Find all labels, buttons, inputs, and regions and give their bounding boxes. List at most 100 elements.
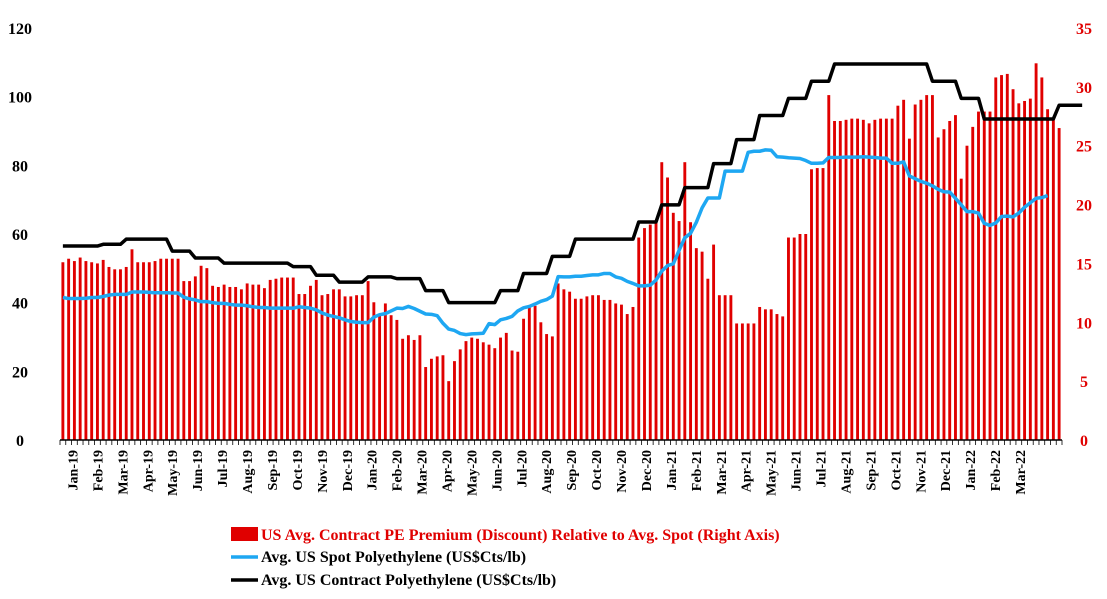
x-tick-label: Aug-20 [540, 450, 555, 494]
premium-bar [573, 298, 577, 440]
right-axis-ticks: 0 5 10 15 20 25 30 35 [1076, 21, 1092, 450]
x-tick-label: Jun-19 [191, 450, 206, 491]
premium-bar [360, 295, 364, 440]
right-tick-label: 10 [1076, 315, 1092, 332]
x-tick-label: Jan-20 [366, 450, 381, 490]
premium-bar [648, 224, 652, 440]
premium-bar [873, 119, 877, 440]
left-tick-label: 120 [8, 21, 32, 38]
x-tick-label: Feb-22 [989, 450, 1004, 491]
premium-bar [61, 262, 65, 440]
premium-bar [464, 341, 468, 440]
premium-bar [406, 335, 410, 440]
left-axis-ticks: 0 20 40 60 80 100 120 [8, 21, 32, 450]
premium-bar [856, 118, 860, 440]
x-tick-label: Mar-19 [116, 450, 131, 495]
premium-bar [343, 296, 347, 440]
premium-bar [539, 322, 543, 440]
x-tick-label: May-20 [465, 450, 480, 496]
premium-bar [533, 305, 537, 440]
premium-bar [844, 119, 848, 440]
premium-bar [188, 281, 192, 440]
x-tick-label: Jun-20 [490, 450, 505, 491]
premium-bar [1000, 75, 1003, 440]
premium-bar [919, 99, 923, 440]
premium-bar [476, 338, 479, 440]
x-tick-label: Nov-19 [316, 450, 331, 493]
x-tick-label: May-21 [765, 450, 780, 496]
premium-bar [827, 95, 831, 440]
premium-bar [694, 248, 698, 440]
legend-label-premium: US Avg. Contract PE Premium (Discount) R… [261, 527, 780, 544]
premium-bar [101, 259, 105, 440]
x-tick-label: Jul-20 [515, 450, 530, 487]
premium-bar [959, 178, 963, 441]
x-tick-label: Sep-21 [864, 450, 879, 490]
premium-bar [608, 299, 612, 440]
x-tick-label: Jan-22 [964, 450, 979, 490]
premium-bar [510, 350, 514, 440]
premium-bar [810, 169, 813, 440]
premium-bar [349, 296, 353, 440]
premium-bar [90, 262, 94, 440]
premium-bar [499, 337, 502, 440]
x-tick-label: Nov-21 [914, 450, 929, 493]
premium-bar [378, 315, 382, 440]
premium-bar [677, 221, 681, 440]
premium-bar [1057, 128, 1061, 440]
premium-bar [821, 168, 825, 440]
premium-bar [337, 289, 341, 440]
x-tick-label: Mar-21 [715, 450, 730, 495]
x-tick-label: Aug-19 [241, 450, 256, 494]
premium-bar [879, 118, 883, 440]
premium-bar [729, 295, 733, 440]
premium-bar [257, 284, 261, 440]
premium-bar [746, 323, 750, 440]
premium-bar [620, 304, 623, 440]
premium-bar [291, 277, 295, 440]
premium-bar [965, 145, 969, 440]
x-tick-label: May-19 [166, 450, 181, 496]
premium-bar [896, 105, 900, 440]
premium-bar [712, 244, 716, 440]
x-tick-label: Dec-19 [341, 450, 356, 491]
left-tick-label: 0 [16, 433, 24, 450]
legend: US Avg. Contract PE Premium (Discount) R… [231, 527, 780, 589]
premium-bar [447, 381, 451, 440]
premium-bar [176, 258, 180, 440]
premium-bar [366, 281, 370, 440]
premium-bar [429, 358, 433, 440]
premium-bar [314, 279, 318, 440]
premium-bar [614, 303, 618, 440]
premium-bar [994, 77, 998, 440]
premium-bar [441, 355, 445, 440]
premium-bar [1046, 109, 1050, 440]
premium-bar [239, 289, 243, 440]
premium-bar [942, 129, 946, 441]
premium-bar [884, 118, 888, 440]
premium-bar [631, 306, 635, 440]
x-tick-label: Aug-21 [839, 450, 854, 494]
premium-bar [890, 118, 894, 440]
premium-bar [579, 298, 583, 440]
premium-bar [723, 295, 727, 440]
premium-bar [861, 119, 865, 440]
x-tick-label: Oct-21 [889, 450, 904, 490]
x-tick-label: Apr-19 [141, 450, 156, 492]
x-tick-label: Jan-21 [665, 450, 680, 490]
x-tick-label: Feb-21 [690, 450, 705, 491]
premium-bar [556, 283, 560, 440]
premium-bar [136, 262, 140, 440]
premium-bar [683, 162, 687, 440]
premium-bar [153, 261, 157, 440]
spot-polyethylene-line [62, 148, 1049, 337]
premium-bar [493, 348, 497, 440]
x-tick-label: Jul-19 [216, 450, 231, 487]
premium-bar [913, 104, 917, 440]
premium-bar [902, 99, 906, 440]
premium-bar [170, 258, 174, 440]
premium-bar [948, 120, 952, 441]
premium-bar [107, 266, 111, 440]
premium-bar [671, 212, 675, 440]
